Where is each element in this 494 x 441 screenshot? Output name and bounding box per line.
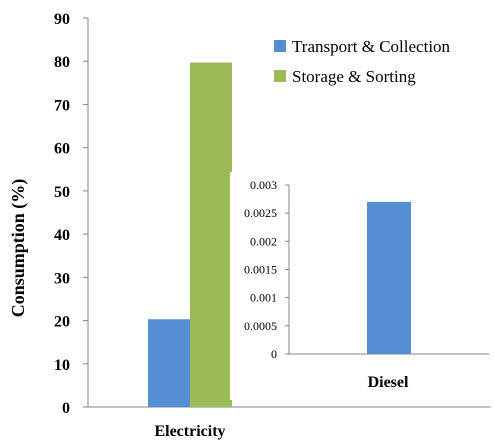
inset-y-tick-label: 0.0015 xyxy=(244,263,277,277)
legend-label-storage: Storage & Sorting xyxy=(292,67,416,86)
inset-y-tick-label: 0.0025 xyxy=(244,206,277,220)
inset-bars xyxy=(367,201,411,354)
inset-y-tick-label: 0 xyxy=(271,347,277,361)
main-bar-storage xyxy=(190,62,232,407)
main-category-label: Electricity xyxy=(154,423,225,440)
inset-y-tick-label: 0.001 xyxy=(250,291,277,305)
main-y-tick-label: 70 xyxy=(54,97,70,114)
main-y-tick-label: 40 xyxy=(54,227,70,244)
inset-background xyxy=(230,172,492,400)
main-y-tick-label: 60 xyxy=(54,141,70,158)
main-y-tick-label: 10 xyxy=(54,357,70,374)
main-y-tick-label: 80 xyxy=(54,54,70,71)
inset-bar-transport xyxy=(367,201,411,354)
main-axes: 0 10 20 30 40 50 60 70 80 90 xyxy=(54,11,491,417)
inset-category-label: Diesel xyxy=(368,374,409,391)
y-axis-title: Consumption (%) xyxy=(8,179,29,318)
inset-y-tick-label: 0.003 xyxy=(250,178,277,192)
main-y-tick-label: 20 xyxy=(54,314,70,331)
legend-label-transport: Transport & Collection xyxy=(292,37,451,56)
inset-axes: 0 0.0005 0.001 0.0015 0.002 0.0025 0.003 xyxy=(230,172,492,400)
legend: Transport & Collection Storage & Sorting xyxy=(274,37,451,86)
legend-swatch-transport xyxy=(274,40,286,52)
main-y-tick-label: 90 xyxy=(54,11,70,28)
main-y-tick-label: 50 xyxy=(54,184,70,201)
main-bars xyxy=(148,62,232,407)
main-bar-transport xyxy=(148,319,190,407)
inset-y-tick-label: 0.002 xyxy=(250,234,277,248)
inset-y-tick-label: 0.0005 xyxy=(244,319,277,333)
main-y-tick-label: 30 xyxy=(54,270,70,287)
legend-swatch-storage xyxy=(274,70,286,82)
main-y-tick-label: 0 xyxy=(62,400,70,417)
